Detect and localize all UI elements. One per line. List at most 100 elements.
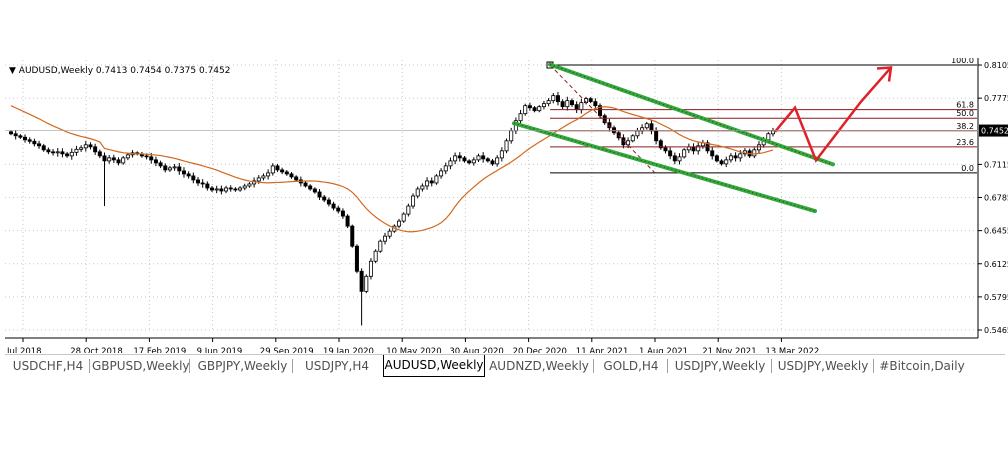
- tab-gbpjpy-weekly[interactable]: GBPJPY,Weekly: [197, 359, 288, 373]
- tab-audnzd-weekly[interactable]: AUDNZD,Weekly: [489, 359, 589, 373]
- candle-body-up: [635, 130, 640, 137]
- candle-body-up: [756, 144, 761, 151]
- tab-gold-h4[interactable]: GOLD,H4: [603, 359, 659, 373]
- candle-body-up: [523, 105, 528, 115]
- candle: [551, 93, 556, 104]
- candle-body-down: [275, 165, 280, 171]
- candle-body-down: [598, 105, 603, 117]
- fibonacci-retracement[interactable]: 100.0 61.850.0 38.2 23.6 0.0: [546, 58, 977, 174]
- tab-audusd-weekly[interactable]: AUDUSD,Weekly: [383, 355, 485, 377]
- candle-body-down: [588, 98, 593, 103]
- candle-body-down: [93, 146, 98, 153]
- candle: [504, 138, 509, 154]
- candle: [46, 147, 51, 155]
- candle-body-down: [294, 176, 299, 181]
- candle-body-down: [569, 100, 574, 106]
- candle-body-down: [312, 188, 317, 193]
- candle-body-up: [261, 175, 266, 179]
- candle: [284, 169, 289, 176]
- candle: [163, 163, 168, 173]
- tab-separator: [593, 359, 594, 373]
- candle: [219, 185, 224, 195]
- tab-separator: [292, 359, 293, 373]
- projection-path[interactable]: [774, 66, 892, 163]
- candle: [312, 187, 317, 194]
- tab-usdjpy-weekly[interactable]: USDJPY,Weekly: [674, 359, 766, 373]
- candle: [443, 162, 448, 175]
- candle: [579, 98, 584, 114]
- candle-body-up: [518, 113, 523, 122]
- candle: [382, 232, 387, 245]
- price-tick-label: 0.8105: [984, 61, 1008, 70]
- candle: [560, 99, 565, 110]
- candle: [644, 121, 649, 130]
- candle-body-down: [602, 115, 607, 124]
- candle: [83, 141, 88, 152]
- candle-body-down: [481, 155, 486, 160]
- candle: [340, 208, 345, 219]
- candle: [682, 148, 687, 159]
- candle-body-up: [83, 144, 88, 149]
- header-arrow-icon: ▼: [9, 66, 19, 76]
- candle-body-down: [23, 136, 28, 141]
- candle: [270, 163, 275, 176]
- time-tick-label: 28 Oct 2018: [70, 347, 123, 353]
- candle: [27, 137, 32, 144]
- candle-body-down: [149, 156, 154, 161]
- candle-body-down: [354, 245, 359, 272]
- candle-body-up: [537, 106, 542, 112]
- candle-body-up: [420, 185, 425, 190]
- candle-body-down: [714, 155, 719, 162]
- trend-drawings[interactable]: [512, 62, 893, 214]
- candle: [756, 141, 761, 154]
- candle: [406, 203, 411, 217]
- candle: [537, 105, 542, 113]
- price-tick-label: 0.6455: [984, 227, 1008, 236]
- candle-body-down: [322, 196, 327, 201]
- chart-svg[interactable]: 100.0 61.850.0 38.2 23.6 0.0 0.8105 0.7775 0.7…: [5, 58, 1008, 353]
- candle-body-down: [308, 185, 313, 190]
- candle: [686, 143, 691, 154]
- tab-usdchf-h4[interactable]: USDCHF,H4: [12, 359, 84, 373]
- channel-upper-stroke[interactable]: [548, 62, 835, 167]
- candle: [60, 148, 65, 158]
- fib-level-label: 100.0: [951, 58, 974, 65]
- candle: [565, 96, 570, 111]
- candle-body-down: [429, 180, 434, 184]
- candle: [32, 138, 37, 147]
- candle: [640, 124, 645, 135]
- candle: [266, 169, 271, 180]
- candle-body-down: [710, 150, 715, 157]
- candle: [102, 152, 107, 207]
- time-tick-label: Jul 2018: [6, 347, 42, 353]
- candle-body-up: [565, 100, 570, 108]
- candle-body-down: [532, 107, 537, 112]
- candle-body-down: [668, 150, 673, 157]
- candle: [354, 244, 359, 274]
- tab-separator: [89, 359, 90, 373]
- candle: [672, 152, 677, 165]
- candle: [242, 183, 247, 191]
- moving-average: [10, 105, 774, 233]
- candle: [378, 239, 383, 253]
- candle-body-down: [490, 160, 495, 165]
- channel-upper[interactable]: [548, 62, 835, 167]
- candle: [331, 201, 336, 211]
- tab-bitcoin-daily[interactable]: #Bitcoin,Daily: [879, 359, 965, 373]
- candle: [574, 101, 579, 114]
- price-tick-label: 0.5795: [984, 293, 1008, 302]
- candle: [37, 140, 42, 149]
- chart-area[interactable]: 100.0 61.850.0 38.2 23.6 0.0 0.8105 0.7775 0.7…: [5, 58, 1008, 353]
- grid: [5, 58, 979, 339]
- candle-body-up: [434, 175, 439, 184]
- candle: [420, 183, 425, 192]
- tab-usdjpy-h4[interactable]: USDJPY,H4: [305, 359, 369, 373]
- channel-lower[interactable]: [512, 121, 817, 214]
- tab-gbpusd-weekly[interactable]: GBPUSD,Weekly: [92, 359, 190, 373]
- candle: [191, 172, 196, 184]
- candle-body-down: [467, 160, 472, 164]
- candle: [481, 152, 486, 163]
- tab-usdjpy-weekly[interactable]: USDJPY,Weekly: [777, 359, 869, 373]
- candle: [322, 194, 327, 203]
- candle: [649, 120, 654, 135]
